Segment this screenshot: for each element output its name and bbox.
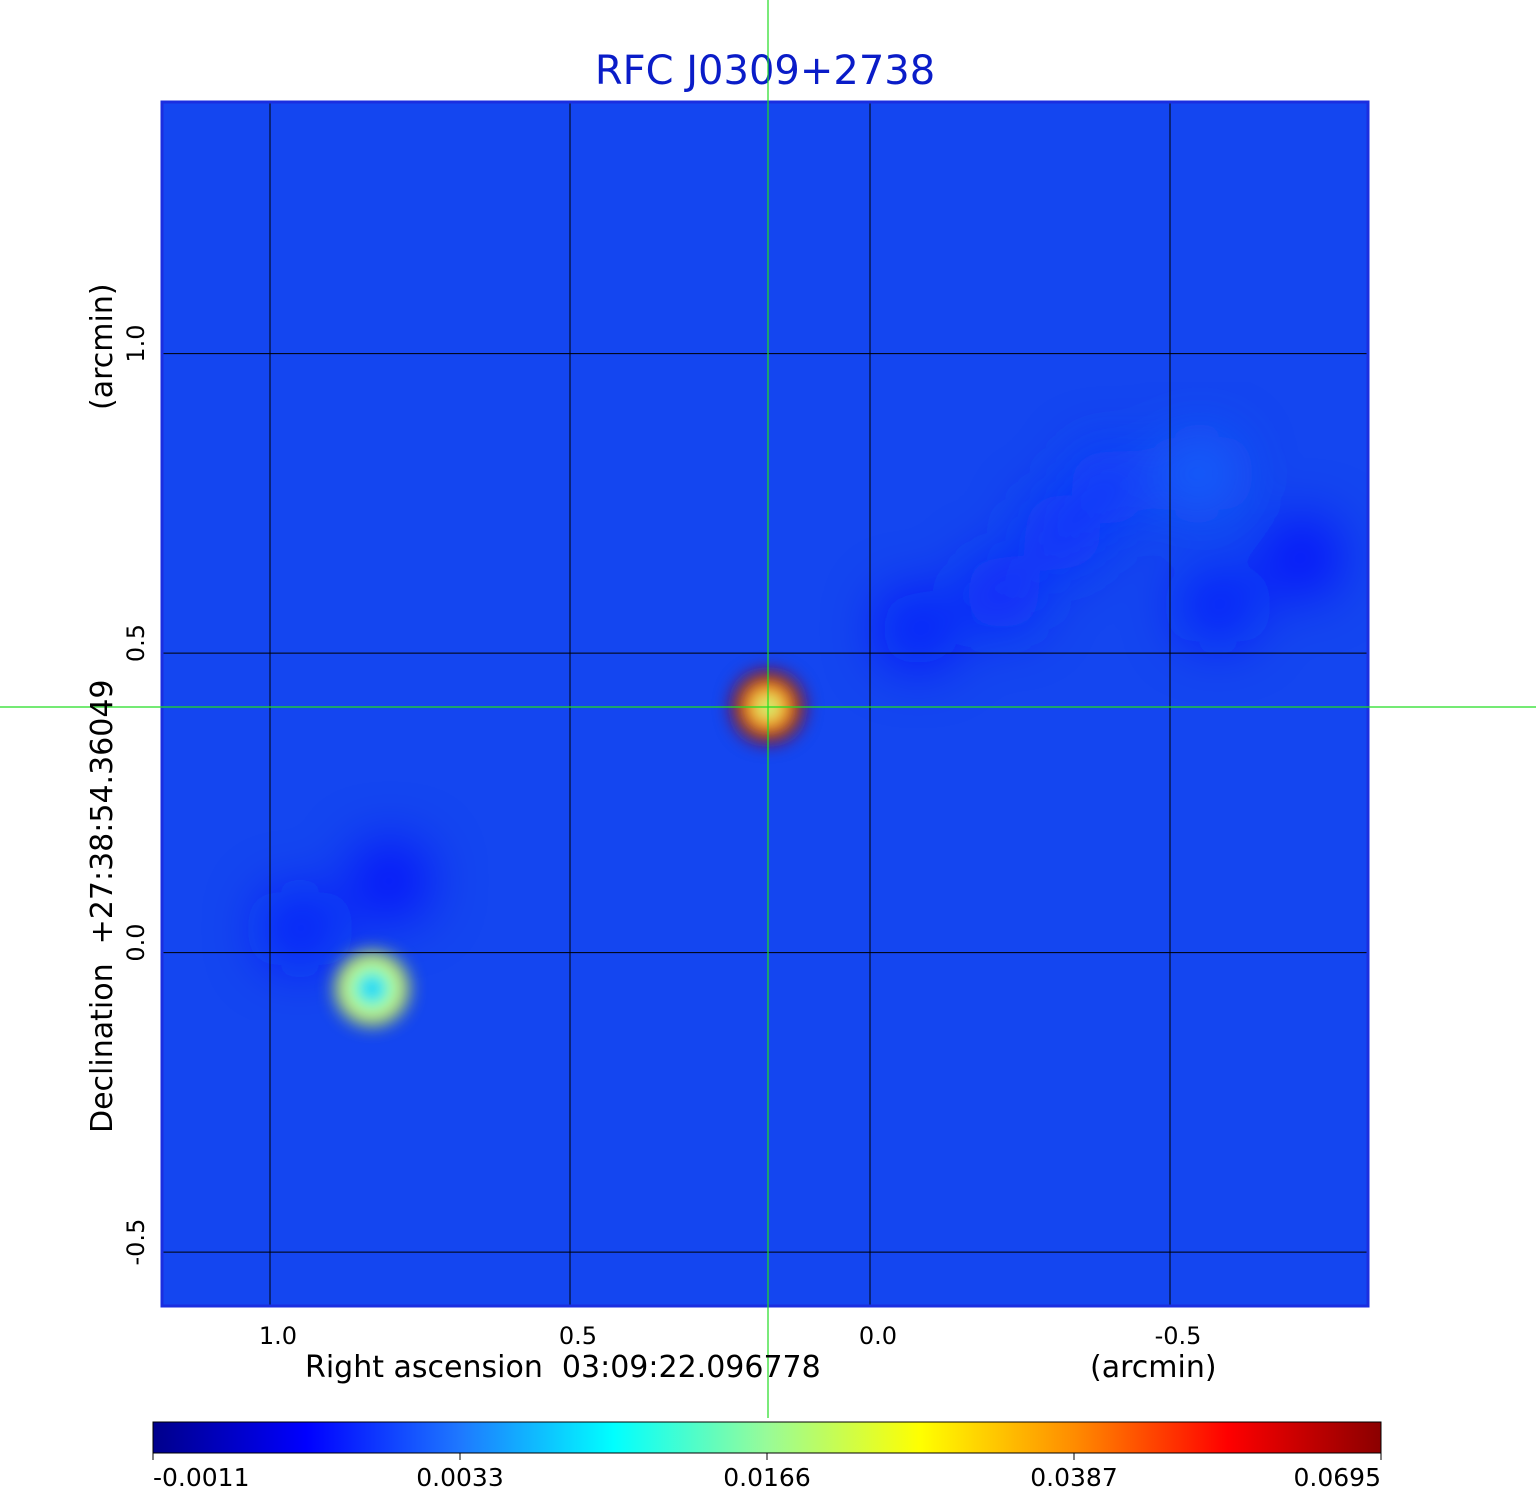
y-axis-label: Declination +27:38:54.36049	[85, 679, 120, 1133]
x-tick-label: 1.0	[259, 1322, 297, 1350]
diffuse-emission-blob	[1180, 567, 1256, 644]
diffuse-emission-blob	[262, 890, 338, 967]
colorbar-tick-label: 0.0695	[1294, 1463, 1381, 1492]
diffuse-emission-blob	[1264, 519, 1340, 596]
diffuse-emission-layer	[262, 435, 1340, 967]
chart-title: RFC J0309+2738	[595, 48, 935, 94]
diffuse-emission-blob	[352, 842, 428, 919]
colorbar-tick-label: 0.0387	[1030, 1463, 1117, 1492]
diffuse-emission-blob	[1162, 435, 1238, 512]
colorbar-tick-labels: -0.0011 0.0033 0.0166 0.0387 0.0695	[152, 1453, 1382, 1492]
diffuse-emission-blob	[964, 555, 1040, 632]
x-tick-label: 0.0	[859, 1322, 897, 1350]
x-tick-labels: 1.0 0.5 0.0 -0.5	[259, 1322, 1202, 1350]
plot-frame	[160, 100, 1370, 1308]
image-area	[162, 102, 1368, 1306]
y-tick-label: 0.5	[122, 624, 150, 662]
x-axis-unit: (arcmin)	[1090, 1350, 1217, 1385]
crosshair	[0, 0, 1536, 1418]
x-axis-label: Right ascension 03:09:22.096778	[305, 1350, 821, 1385]
colorbar-tick-label: 0.0166	[723, 1463, 810, 1492]
y-tick-label: -0.5	[122, 1219, 150, 1266]
point-source-mark	[362, 978, 382, 999]
diffuse-emission-blob	[880, 591, 956, 668]
colorbar-tick-label: -0.0011	[153, 1463, 250, 1492]
x-tick-label: -0.5	[1155, 1322, 1202, 1350]
diffuse-emission-blob	[1024, 495, 1100, 572]
y-tick-labels: 1.0 0.5 0.0 -0.5	[122, 324, 150, 1265]
y-tick-label: 0.0	[122, 924, 150, 962]
diffuse-emission-blob	[1072, 447, 1148, 524]
colorbar	[152, 1421, 1382, 1454]
grid	[162, 102, 1368, 1306]
colorbar-tick-label: 0.0033	[416, 1463, 503, 1492]
y-tick-label: 1.0	[122, 324, 150, 362]
y-axis-unit: (arcmin)	[85, 283, 120, 410]
x-tick-label: 0.5	[559, 1322, 597, 1350]
